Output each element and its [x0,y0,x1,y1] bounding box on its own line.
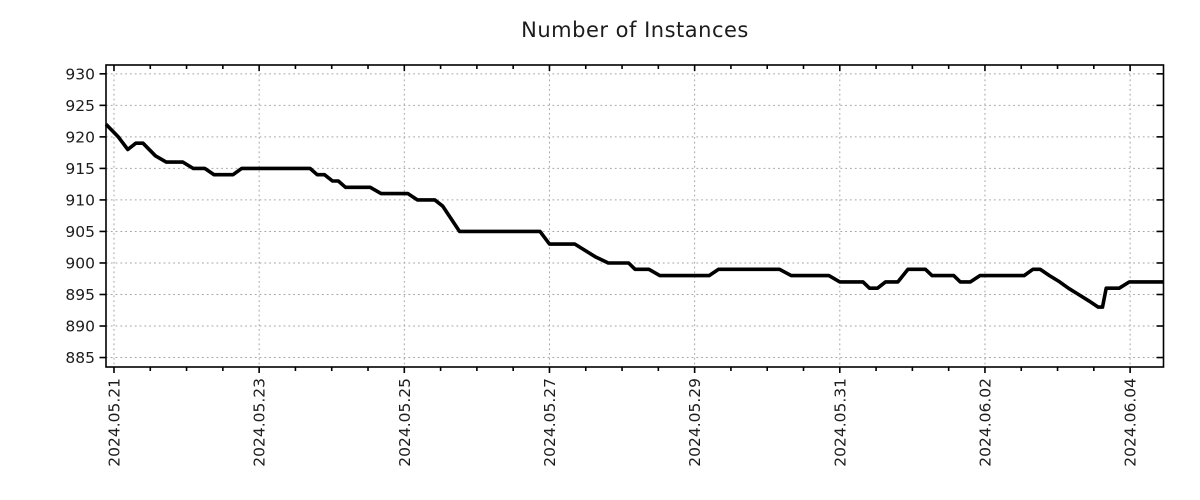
axis-labels: 885 890 895 900 905 910 915 920 925 930 2024.05.21… [65,65,1139,466]
y-tick-label: 890 [65,318,95,336]
y-tick-label: 885 [65,349,95,367]
x-tick-label: 2024.05.27 [541,378,559,467]
gridlines [106,65,1164,367]
y-tick-label: 895 [65,286,95,304]
y-tick-label: 910 [65,191,95,209]
axis-ticks [99,65,1164,373]
plot-border [105,64,1165,368]
y-tick-label: 925 [65,97,95,115]
series-line-instances [104,123,1164,309]
x-tick-label: 2024.05.23 [251,378,269,467]
x-tick-label: 2024.06.02 [976,378,994,467]
x-tick-label: 2024.05.31 [831,378,849,467]
y-tick-label: 920 [65,128,95,146]
x-tick-label: 2024.05.21 [105,378,123,467]
y-tick-label: 905 [65,223,95,241]
y-tick-label: 930 [65,65,95,83]
y-tick-label: 900 [65,254,95,272]
chart-title: Number of Instances [521,18,749,42]
x-tick-label: 2024.06.04 [1122,378,1140,467]
y-tick-label: 915 [65,160,95,178]
x-tick-label: 2024.05.29 [686,378,704,467]
x-tick-label: 2024.05.25 [396,378,414,467]
